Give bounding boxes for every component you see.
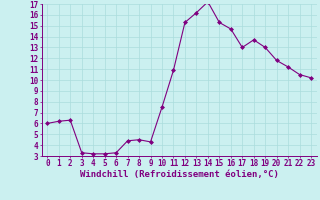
- X-axis label: Windchill (Refroidissement éolien,°C): Windchill (Refroidissement éolien,°C): [80, 170, 279, 179]
